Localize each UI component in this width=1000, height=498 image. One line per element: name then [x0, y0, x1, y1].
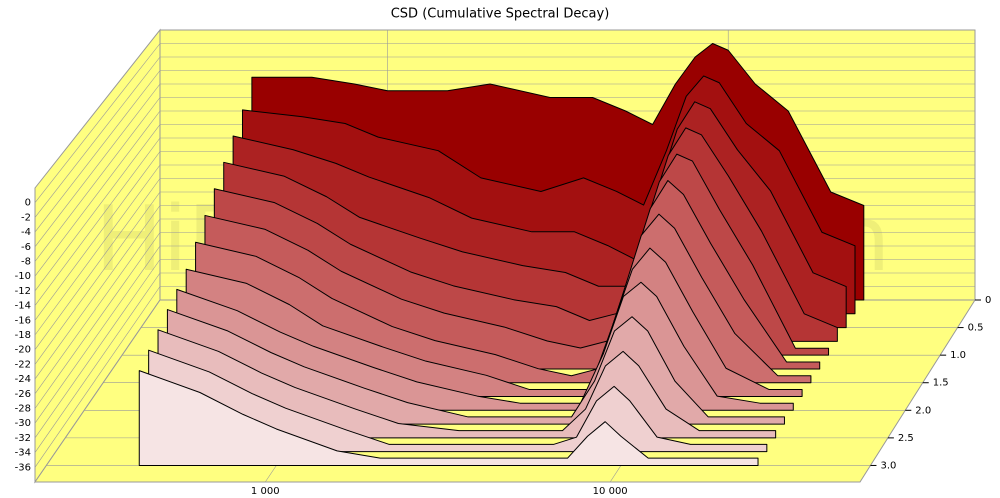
y-tick-label: -16 [15, 315, 31, 326]
grid-line [34, 56, 161, 218]
grid-line [34, 164, 161, 336]
y-tick-label: -20 [15, 345, 31, 356]
y-tick-label: -2 [21, 212, 31, 223]
y-tick-label: -24 [15, 374, 31, 385]
grid-line [34, 178, 161, 350]
grid-line [34, 83, 161, 247]
z-tick-label: 2.5 [898, 433, 914, 444]
y-tick-label: -32 [15, 433, 31, 444]
x-tick-label: 1 000 [251, 486, 280, 497]
grid-line [34, 124, 161, 292]
grid-line [34, 110, 161, 277]
chart-title: CSD (Cumulative Spectral Decay) [391, 7, 610, 22]
grid-line [34, 232, 161, 409]
y-tick-label: -28 [15, 404, 31, 415]
grid-line [34, 137, 161, 306]
grid-line [34, 286, 161, 468]
grid-line [34, 259, 161, 439]
y-tick-label: -18 [15, 330, 31, 341]
y-tick-label: -36 [15, 462, 31, 473]
z-tick-label: 0.5 [968, 323, 984, 334]
z-tick-label: 1.0 [950, 350, 966, 361]
decay-slice [148, 349, 768, 453]
y-tick-label: -30 [15, 418, 31, 429]
y-tick-label: -10 [15, 271, 31, 282]
z-tick-label: 0 [985, 295, 991, 306]
y-tick-label: 0 [25, 198, 31, 209]
y-tick-label: -12 [15, 286, 31, 297]
y-tick-label: -6 [21, 242, 31, 253]
y-tick-label: -26 [15, 389, 31, 400]
grid-line [34, 218, 161, 394]
grid-line [34, 70, 161, 233]
y-tick-label: -22 [15, 359, 31, 370]
grid-line [34, 272, 161, 453]
grid-line [34, 43, 161, 203]
grid-line [34, 151, 161, 321]
z-tick-label: 2.0 [915, 405, 931, 416]
grid-line [34, 191, 161, 365]
y-tick-label: -4 [21, 227, 31, 238]
grid-line [34, 245, 161, 424]
z-tick-label: 3.0 [880, 460, 896, 471]
decay-slice [138, 370, 759, 466]
y-tick-label: -8 [21, 257, 31, 268]
x-tick-label: 10 000 [593, 486, 628, 497]
y-tick-label: -14 [15, 301, 31, 312]
grid-line [34, 97, 161, 262]
grid-line [34, 205, 161, 380]
y-tick-label: -34 [15, 448, 31, 459]
z-tick-label: 1.5 [933, 378, 949, 389]
